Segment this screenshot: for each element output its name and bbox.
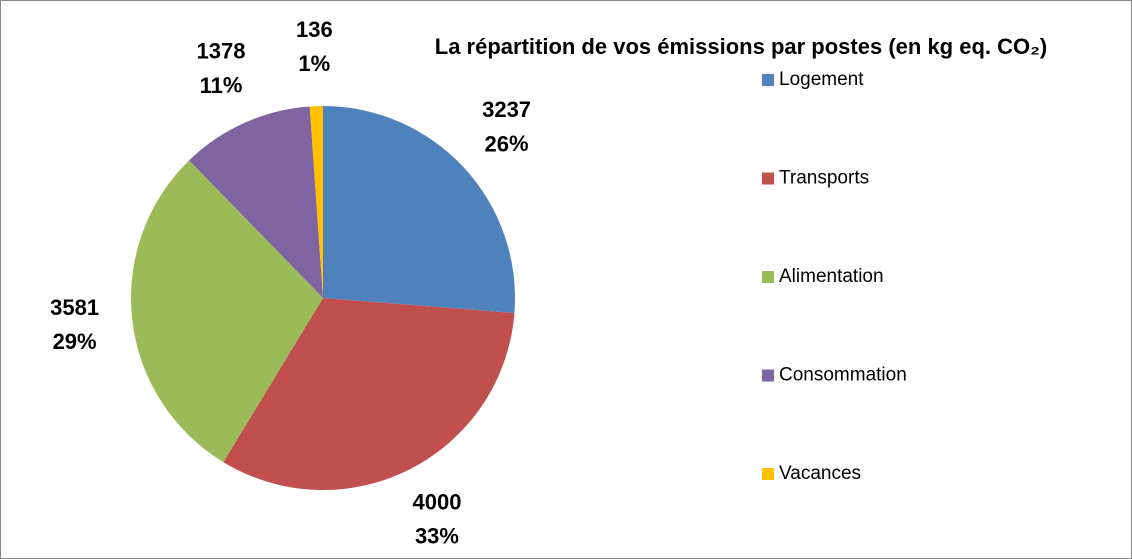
data-label: 4000 — [412, 489, 461, 514]
legend-swatch — [762, 172, 774, 185]
data-label-percent: 29% — [53, 329, 97, 354]
percent-value: 33 — [415, 523, 439, 548]
legend-label: Vacances — [779, 463, 861, 484]
legend-swatch — [762, 468, 774, 480]
data-label: 3237 — [482, 97, 531, 122]
pie-slice — [309, 106, 323, 298]
data-label: 3581 — [50, 295, 99, 320]
pie-slice — [323, 106, 516, 314]
legend-swatch — [762, 369, 774, 382]
pie-slice — [189, 106, 323, 298]
percent-value: 11 — [200, 73, 223, 98]
data-label-percent: 1% — [298, 51, 330, 76]
pie-slice — [223, 298, 515, 491]
legend-label: Logement — [779, 69, 864, 90]
data-label-percent: 26% — [485, 131, 529, 156]
percent-value: 29 — [53, 329, 77, 354]
percent-value: 1 — [298, 51, 310, 76]
chart-title: La répartition de vos émissions par post… — [435, 34, 1047, 59]
data-label-percent: 11% — [200, 73, 243, 98]
pie-slice — [131, 160, 323, 463]
data-label-percent: 33% — [415, 523, 459, 548]
legend-label: Transports — [779, 168, 869, 189]
percent-value: 26 — [485, 131, 509, 156]
data-label: 1378 — [197, 39, 246, 64]
legend-label: Alimentation — [779, 266, 884, 287]
legend-swatch — [762, 74, 774, 86]
legend-swatch — [762, 271, 774, 283]
data-label: 136 — [296, 17, 333, 42]
legend-label: Consommation — [779, 365, 907, 386]
